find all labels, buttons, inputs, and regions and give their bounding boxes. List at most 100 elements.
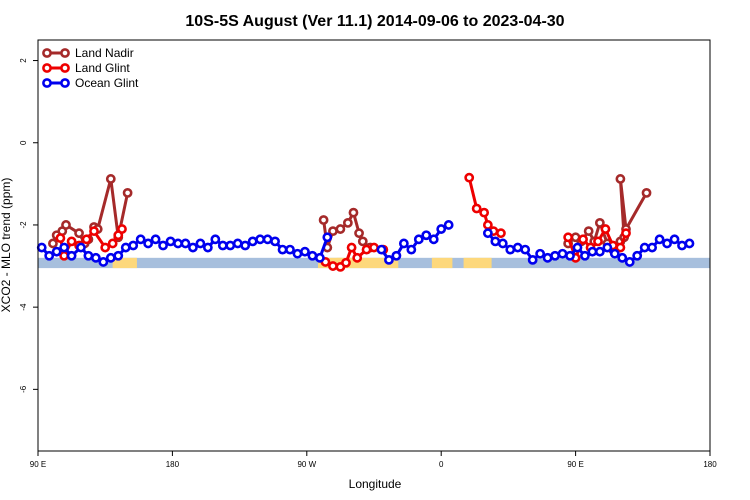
data-point (512, 242, 523, 253)
data-point (527, 254, 538, 265)
data-point (505, 244, 516, 255)
legend-label: Land Nadir (75, 46, 134, 60)
data-point (292, 248, 303, 259)
x-axis-label: Longitude (349, 477, 402, 491)
x-tick-label: 90 W (297, 460, 316, 469)
data-point (232, 238, 243, 249)
data-point (609, 248, 620, 259)
data-point (593, 236, 603, 247)
data-point (210, 234, 221, 245)
legend-marker (42, 78, 52, 88)
data-point (105, 252, 116, 263)
legend-item: Land Glint (42, 61, 130, 75)
data-point (617, 252, 628, 263)
data-point (247, 236, 258, 247)
data-point (550, 250, 560, 261)
data-point (307, 250, 318, 261)
data-point (398, 238, 409, 249)
data-point (615, 242, 626, 253)
data-point (51, 246, 62, 257)
data-point (482, 228, 493, 239)
x-tick-label: 0 (439, 460, 444, 469)
data-point (255, 234, 266, 245)
data-point (565, 250, 575, 261)
x-tick-label: 90 E (30, 460, 46, 469)
data-point (361, 244, 372, 255)
data-point (662, 238, 672, 249)
data-point (654, 234, 665, 245)
data-point (443, 220, 454, 230)
y-tick-label: 0 (19, 140, 28, 145)
data-point (594, 217, 605, 228)
data-point (391, 250, 402, 261)
data-point (684, 238, 695, 249)
data-point (107, 238, 118, 249)
data-point (352, 252, 363, 263)
data-point (563, 232, 574, 243)
data-point (615, 174, 626, 184)
data-point (158, 240, 168, 251)
legend-item: Ocean Glint (42, 76, 139, 90)
legend-marker (60, 63, 70, 73)
data-point (100, 242, 111, 253)
data-point (89, 226, 99, 237)
data-point (594, 246, 605, 257)
data-point (647, 242, 658, 253)
data-point (479, 207, 490, 218)
series-layer (36, 172, 695, 272)
data-point (348, 207, 359, 218)
land-ocean-band (38, 257, 710, 269)
legend-marker (42, 48, 52, 58)
data-point (98, 257, 109, 267)
legend-marker (60, 48, 70, 58)
land-band-segment (463, 257, 492, 269)
data-point (341, 257, 351, 268)
y-tick-label: -2 (19, 221, 28, 229)
data-point (677, 240, 687, 251)
data-point (602, 242, 613, 253)
data-point (195, 238, 206, 249)
data-point (59, 242, 70, 253)
chart-title: 10S-5S August (Ver 11.1) 2014-09-06 to 2… (185, 13, 564, 30)
data-point (113, 250, 124, 261)
data-point (66, 236, 77, 247)
data-point (318, 215, 329, 225)
data-point (632, 250, 643, 261)
data-point (587, 246, 598, 257)
data-point (217, 240, 228, 251)
data-point (641, 187, 652, 198)
data-point (202, 242, 213, 253)
data-point (335, 224, 346, 234)
legend-label: Ocean Glint (75, 76, 139, 90)
data-point (262, 234, 273, 245)
y-axis: 2 0 -2 -4 -6 (19, 58, 38, 393)
land-band-segment (112, 257, 137, 269)
data-point (188, 242, 198, 253)
data-point (36, 242, 47, 253)
x-tick-label: 180 (166, 460, 180, 469)
x-tick-label: 90 E (567, 460, 583, 469)
data-point (346, 242, 357, 253)
data-point (520, 244, 531, 255)
data-point (285, 244, 295, 255)
data-point (583, 226, 594, 237)
legend-label: Land Glint (75, 61, 130, 75)
data-point (413, 234, 424, 245)
x-tick-label: 180 (703, 460, 717, 469)
data-point (557, 248, 568, 259)
data-point (128, 240, 139, 251)
data-point (180, 238, 191, 249)
data-point (105, 174, 116, 184)
data-point (120, 242, 131, 253)
data-point (471, 203, 482, 214)
legend-item: Land Nadir (42, 46, 134, 60)
data-point (357, 236, 368, 247)
data-point (376, 244, 387, 255)
data-point (580, 250, 590, 261)
data-point (572, 242, 583, 253)
data-point (240, 240, 251, 251)
data-point (55, 233, 66, 244)
data-point (436, 224, 447, 234)
data-point (173, 238, 183, 249)
